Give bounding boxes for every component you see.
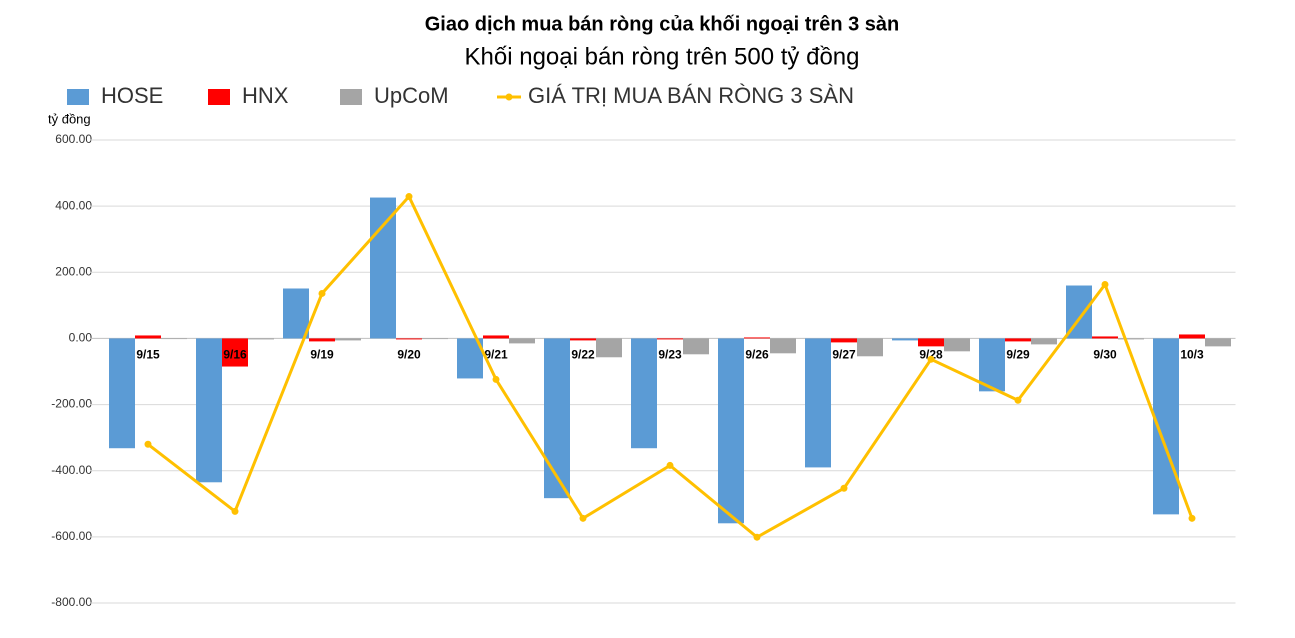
legend-label: GIÁ TRỊ MUA BÁN RÒNG 3 SÀN [528, 83, 854, 108]
x-tick-label: 9/16 [223, 348, 247, 362]
legend-swatch [340, 89, 362, 105]
y-axis-label: tỷ đồng [48, 111, 91, 126]
line-marker [1101, 281, 1109, 289]
bar [657, 338, 683, 340]
bar [161, 338, 187, 340]
line-marker [927, 355, 935, 363]
legend-label: UpCoM [374, 83, 449, 108]
bar [718, 338, 744, 524]
line-marker [1014, 396, 1022, 404]
bar [1118, 338, 1144, 340]
bar [1005, 338, 1031, 342]
legend-swatch [67, 89, 89, 105]
x-tick-label: 9/20 [397, 348, 421, 362]
bar [570, 338, 596, 341]
y-tick-label: -400.00 [51, 463, 92, 477]
bar [831, 338, 857, 343]
bar [1179, 334, 1205, 339]
y-tick-label: 0.00 [69, 331, 93, 345]
bar [135, 335, 161, 339]
x-tick-label: 9/29 [1006, 348, 1030, 362]
bar [544, 338, 570, 499]
x-tick-label: 9/21 [484, 348, 508, 362]
bar [631, 338, 657, 449]
y-tick-label: -600.00 [51, 529, 92, 543]
y-tick-label: -800.00 [51, 595, 92, 609]
bar [1031, 338, 1057, 345]
bar [396, 338, 422, 340]
bar [196, 338, 222, 483]
legend-marker [505, 93, 513, 101]
chart-subtitle: Khối ngoại bán ròng trên 500 tỷ đồng [465, 43, 860, 70]
line-marker [231, 507, 239, 515]
line-marker [840, 484, 848, 492]
bar [1205, 338, 1231, 347]
bar [370, 197, 396, 339]
line-marker [144, 440, 152, 448]
legend-label: HNX [242, 83, 289, 108]
bar [805, 338, 831, 468]
legend-label: HOSE [101, 83, 163, 108]
line-marker [492, 375, 500, 383]
bar [744, 337, 770, 339]
x-tick-label: 9/30 [1093, 348, 1117, 362]
bar [509, 338, 535, 344]
bar [335, 338, 361, 341]
bar [683, 338, 709, 355]
x-tick-label: 9/23 [658, 348, 682, 362]
bar [109, 338, 135, 449]
line-marker [666, 461, 674, 469]
x-tick-label: 10/3 [1180, 348, 1204, 362]
line-marker [405, 193, 413, 201]
x-tick-label: 9/15 [136, 348, 160, 362]
bar [283, 288, 309, 339]
bar [596, 338, 622, 358]
bar [892, 338, 918, 341]
x-tick-label: 9/28 [919, 348, 943, 362]
line-marker [753, 533, 761, 541]
chart-title: Giao dịch mua bán ròng của khối ngoại tr… [425, 13, 900, 35]
y-tick-label: -200.00 [51, 397, 92, 411]
line-series [147, 193, 1194, 539]
x-tick-label: 9/19 [310, 348, 334, 362]
bar [483, 335, 509, 339]
y-tick-label: 200.00 [55, 264, 92, 278]
x-tick-label: 9/26 [745, 348, 769, 362]
y-tick-label: 600.00 [55, 132, 92, 146]
bar [422, 338, 448, 340]
bar [248, 338, 274, 340]
y-tick-label: 400.00 [55, 198, 92, 212]
x-tick-label: 9/27 [832, 348, 856, 362]
line-marker [318, 289, 326, 297]
bar [222, 338, 248, 367]
x-tick-label: 9/22 [571, 348, 595, 362]
bar [857, 338, 883, 357]
bar [918, 338, 944, 347]
bar [944, 338, 970, 352]
line-marker [579, 514, 587, 522]
bar [309, 338, 335, 342]
line-marker [1188, 514, 1196, 522]
bar [770, 338, 796, 354]
bar [1092, 336, 1118, 339]
legend-swatch [208, 89, 230, 105]
